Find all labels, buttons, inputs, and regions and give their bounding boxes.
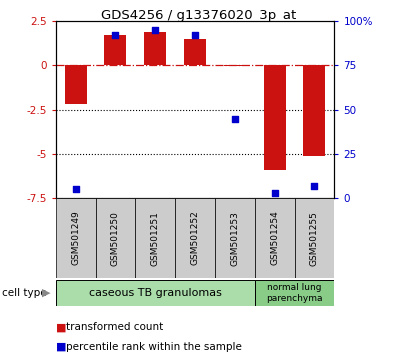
Text: ▶: ▶ — [41, 288, 50, 298]
Point — [152, 27, 158, 33]
Bar — [144, 32, 166, 65]
Text: ■: ■ — [56, 342, 66, 352]
Bar — [104, 35, 126, 65]
Bar — [224, 65, 246, 67]
Text: transformed count: transformed count — [66, 322, 163, 332]
Text: caseous TB granulomas: caseous TB granulomas — [89, 288, 222, 298]
Bar — [295, 198, 334, 278]
Point — [311, 183, 318, 189]
Bar — [135, 198, 175, 278]
Text: cell type: cell type — [2, 288, 47, 298]
Point — [192, 33, 198, 38]
Bar — [56, 198, 96, 278]
Text: GSM501252: GSM501252 — [191, 211, 199, 266]
Point — [112, 33, 119, 38]
Bar — [255, 280, 334, 306]
Text: GSM501255: GSM501255 — [310, 211, 319, 266]
Bar — [56, 280, 255, 306]
Text: percentile rank within the sample: percentile rank within the sample — [66, 342, 242, 352]
Bar — [96, 198, 135, 278]
Bar — [255, 198, 295, 278]
Bar — [215, 198, 255, 278]
Text: GDS4256 / g13376020_3p_at: GDS4256 / g13376020_3p_at — [101, 9, 297, 22]
Bar — [184, 39, 206, 65]
Bar — [263, 65, 285, 170]
Text: normal lung
parenchyma: normal lung parenchyma — [266, 283, 323, 303]
Text: ■: ■ — [56, 322, 66, 332]
Bar — [65, 65, 87, 104]
Point — [271, 190, 278, 196]
Text: GSM501249: GSM501249 — [71, 211, 80, 266]
Text: GSM501251: GSM501251 — [151, 211, 160, 266]
Text: GSM501253: GSM501253 — [230, 211, 239, 266]
Point — [232, 116, 238, 121]
Text: GSM501250: GSM501250 — [111, 211, 120, 266]
Bar — [175, 198, 215, 278]
Point — [72, 187, 79, 192]
Text: GSM501254: GSM501254 — [270, 211, 279, 266]
Bar — [303, 65, 325, 156]
